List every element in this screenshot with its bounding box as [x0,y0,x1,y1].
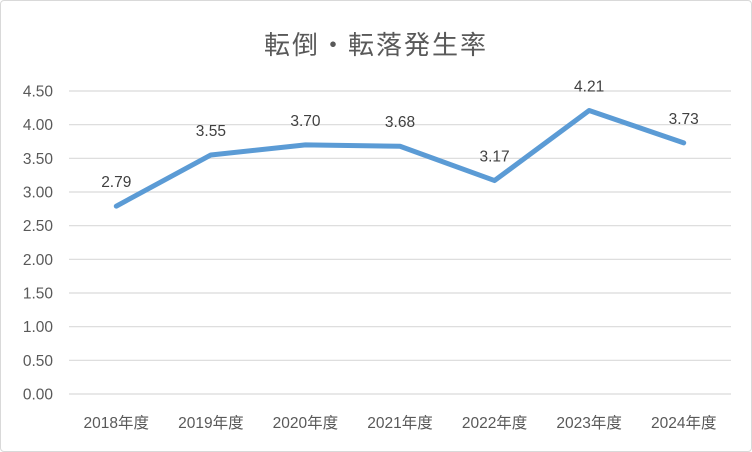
data-point-label: 3.55 [196,123,226,140]
y-axis-tick-label: 0.50 [23,353,54,370]
y-axis-tick-label: 0.00 [23,387,54,404]
x-axis-tick-label: 2021年度 [367,414,432,432]
data-line-series [113,108,687,209]
y-axis-tick-label: 3.50 [23,151,54,168]
y-axis-tick-label: 2.50 [23,218,54,235]
y-axis-tick-label: 4.00 [23,117,54,134]
data-point-label: 3.68 [385,114,415,131]
x-axis-tick-label: 2020年度 [273,414,338,432]
x-axis-tick-label: 2018年度 [84,414,149,432]
y-axis-tick-label: 3.00 [23,185,54,202]
chart-title: 転倒・転落発生率 [263,30,488,60]
x-axis-tick-label: 2019年度 [178,414,243,432]
y-axis-tick-label: 4.50 [23,84,54,101]
y-axis-tick-label: 2.00 [23,252,54,269]
data-point-label: 3.17 [479,149,509,166]
x-axis-tick-label: 2022年度 [462,414,527,432]
x-axis-tick-label: 2024年度 [651,414,716,432]
data-point-label: 3.70 [290,113,321,130]
x-axis-tick-label: 2023年度 [556,414,621,432]
data-point-label: 4.21 [574,79,604,96]
y-axis-tick-label: 1.00 [23,319,54,336]
y-axis-tick-label: 1.50 [23,286,54,303]
data-point-label: 2.79 [101,174,131,191]
data-point-label: 3.73 [669,111,699,128]
